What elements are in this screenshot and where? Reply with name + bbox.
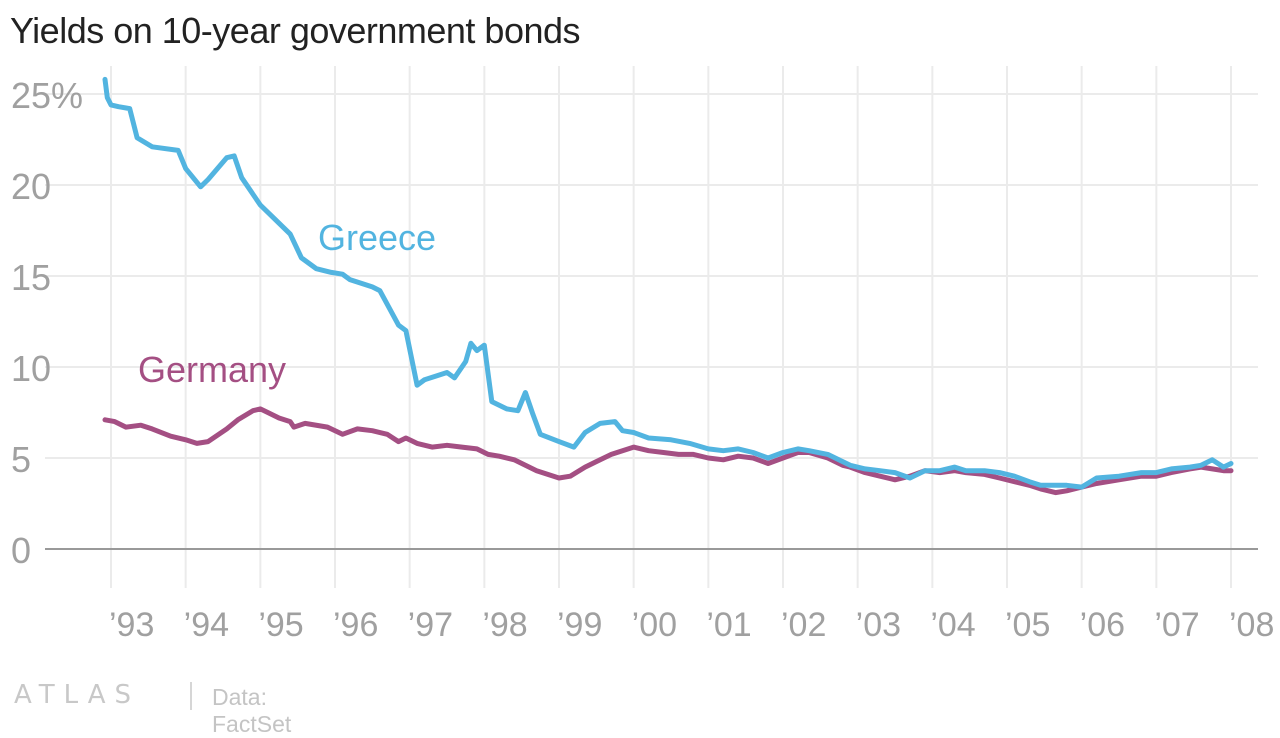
x-tick-label: ’96 bbox=[333, 606, 378, 644]
y-tick-label: 20 bbox=[11, 166, 51, 207]
x-tick-label: ’95 bbox=[258, 606, 303, 644]
x-tick-label: ’94 bbox=[184, 606, 229, 644]
series-lines bbox=[102, 76, 1234, 496]
x-axis-tick-labels: ’93 ’94 ’95 ’96 ’97 ’98 ’99 ’00 ’01 ’02 ’03 ’04 ’05 ’… bbox=[109, 606, 1274, 644]
x-tick-label: ’99 bbox=[557, 606, 602, 644]
x-tick-label: ’06 bbox=[1080, 606, 1125, 644]
atlas-logo: ATLAS bbox=[14, 680, 141, 710]
x-tick-label: ’98 bbox=[482, 606, 527, 644]
footer-divider bbox=[190, 682, 192, 710]
x-tick-label: ’05 bbox=[1005, 606, 1050, 644]
x-tick-label: ’08 bbox=[1229, 606, 1274, 644]
series-label-germany: Germany bbox=[138, 349, 286, 390]
series-line-greece bbox=[102, 76, 1234, 490]
source-note: Data: FactSet bbox=[212, 684, 292, 737]
series-line-germany bbox=[102, 406, 1234, 496]
x-tick-label: ’97 bbox=[408, 606, 453, 644]
x-tick-label: ’02 bbox=[781, 606, 826, 644]
x-tick-label: ’04 bbox=[930, 606, 975, 644]
y-tick-label: 5 bbox=[11, 439, 31, 480]
x-tick-label: ’93 bbox=[109, 606, 154, 644]
vertical-gridlines bbox=[110, 66, 1232, 588]
y-tick-label: 0 bbox=[11, 530, 31, 571]
y-tick-label: 15 bbox=[11, 257, 51, 298]
y-tick-label: 25% bbox=[11, 75, 83, 116]
y-axis-tick-labels: 0 5 10 15 20 25% bbox=[11, 75, 83, 571]
x-tick-label: ’07 bbox=[1154, 606, 1199, 644]
series-label-greece: Greece bbox=[318, 217, 436, 258]
horizontal-gridlines bbox=[45, 93, 1258, 459]
x-tick-label: ’00 bbox=[632, 606, 677, 644]
x-tick-label: ’01 bbox=[706, 606, 751, 644]
chart-title: Yields on 10-year government bonds bbox=[10, 10, 581, 51]
y-tick-label: 10 bbox=[11, 348, 51, 389]
series-labels: Greece Germany bbox=[138, 217, 436, 390]
x-tick-label: ’03 bbox=[856, 606, 901, 644]
